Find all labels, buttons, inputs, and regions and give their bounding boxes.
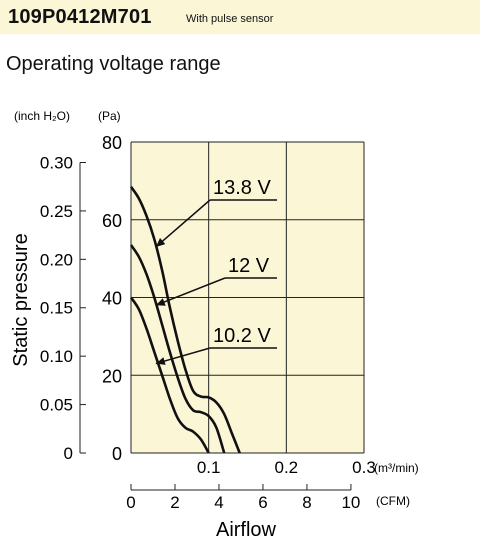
x-unit-m3: (m³/min) [374,461,419,475]
pa-tick-label: 20 [102,366,122,386]
pa-tick-label: 40 [102,289,122,309]
series-labels: 13.8 V 12 V 10.2 V [155,177,277,365]
cfm-tick-label: 0 [126,493,135,512]
y-unit-pa: (Pa) [98,109,121,123]
series-arrowhead [155,298,166,306]
x-axis-label: Airflow [216,519,277,541]
series-label-1: 12 V [228,255,270,277]
series-arrowhead [155,357,166,365]
y-axis-label: Static pressure [10,233,32,366]
inch-tick-label: 0 [64,444,73,463]
y-unit-inch: (inch H₂O) [14,109,70,123]
pa-tick-label: 60 [102,211,122,231]
cfm-tick-label: 6 [258,493,267,512]
series-leader-line [155,277,226,306]
curves [129,185,241,454]
model-number: 109P0412M701 [8,6,152,28]
curve-series-1 [129,244,226,454]
inch-tick-label: 0.10 [40,347,73,366]
cfm-tick-label: 2 [170,493,179,512]
inch-tick-label: 0.20 [40,250,73,269]
pa-tick-label: 80 [102,133,122,153]
inch-tick-label: 0.15 [40,299,73,318]
inch-tick-label: 0.30 [40,153,73,172]
x-unit-cfm: (CFM) [376,494,410,508]
inch-tick-label: 0.05 [40,396,73,415]
series-label-2: 10.2 V [213,325,271,347]
grid-lines [131,141,365,453]
m3-tick-label: 0.3 [352,458,376,477]
series-leader-line [155,199,211,248]
curve-series-0 [129,185,241,454]
series-arrowhead [155,238,166,247]
inch-tick-label: 0.25 [40,202,73,221]
cfm-tick-label: 4 [214,493,223,512]
cfm-tick-label: 8 [302,493,311,512]
section-title: Operating voltage range [6,53,221,75]
header-bar: 109P0412M701 With pulse sensor [0,0,480,34]
cfm-tick-label: 10 [341,493,360,512]
curve-series-2 [129,296,210,454]
series-leader-line [155,347,211,365]
pa-tick-label: 0 [112,444,122,464]
m3-tick-label: 0.1 [197,458,221,477]
m3-tick-label: 0.2 [275,458,299,477]
model-subtitle: With pulse sensor [186,13,274,25]
series-label-0: 13.8 V [213,177,271,199]
